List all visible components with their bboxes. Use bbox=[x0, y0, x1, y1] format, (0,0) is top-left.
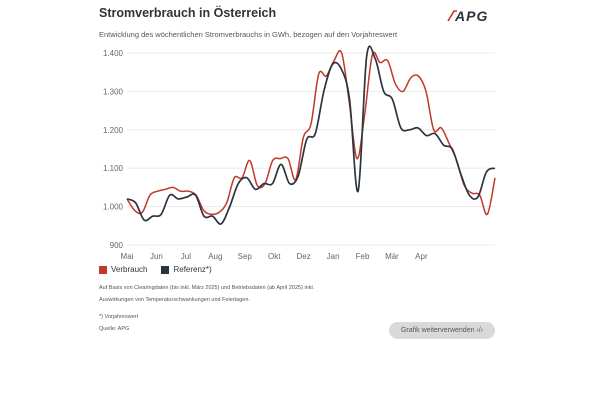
share-graphic-button[interactable]: Grafik weiterverwenden ‹/› bbox=[389, 322, 495, 339]
legend-swatch-verbrauch bbox=[99, 265, 107, 274]
x-axis-ticks: Mai Jun Jul Aug Sep Okt Dez Jan Feb Mär Apr bbox=[121, 252, 428, 261]
legend-label-verbrauch: Verbrauch bbox=[111, 265, 148, 274]
x-tick-label: Mär bbox=[385, 252, 399, 261]
x-tick-label: Jan bbox=[327, 252, 340, 261]
x-tick-label: Jun bbox=[150, 252, 163, 261]
x-tick-label: Mai bbox=[121, 252, 134, 261]
legend: Verbrauch Referenz*) bbox=[99, 265, 212, 274]
footnote-source: Quelle: APG bbox=[99, 326, 130, 332]
x-tick-label: Okt bbox=[268, 252, 281, 261]
legend-label-referenz: Referenz*) bbox=[173, 265, 212, 274]
logo-text: APG bbox=[454, 8, 488, 24]
logo-swoosh bbox=[447, 10, 457, 22]
y-axis-ticks: 900 1.000 1.100 1.200 1.300 1.400 bbox=[103, 49, 124, 250]
y-tick-label: 900 bbox=[110, 241, 124, 250]
series-layer bbox=[126, 45, 496, 225]
y-tick-label: 1.400 bbox=[103, 49, 124, 58]
line-chart: 900 1.000 1.100 1.200 1.300 1.400 Mai Jun Jul Au… bbox=[103, 45, 496, 261]
footnote-effects: Auswirkungen von Temperaturschwankungen … bbox=[99, 297, 250, 303]
x-tick-label: Sep bbox=[238, 252, 253, 261]
legend-swatch-referenz bbox=[161, 265, 170, 274]
y-tick-label: 1.300 bbox=[103, 87, 124, 96]
x-tick-label: Dez bbox=[297, 252, 311, 261]
y-tick-label: 1.200 bbox=[103, 126, 124, 135]
series-line-referenz[interactable] bbox=[126, 45, 496, 225]
series-line-verbrauch[interactable] bbox=[126, 49, 496, 216]
legend-item-referenz[interactable]: Referenz*) bbox=[161, 265, 212, 274]
grid-layer bbox=[127, 52, 495, 246]
y-tick-label: 1.000 bbox=[103, 203, 124, 212]
footnote-data-basis: Auf Basis von Clearingdaten (bis inkl. M… bbox=[99, 285, 315, 291]
chart-subtitle: Entwicklung des wöchentlichen Stromverbr… bbox=[99, 30, 398, 39]
apg-logo: APG bbox=[447, 8, 488, 24]
x-tick-label: Aug bbox=[208, 252, 222, 261]
footnote-reference: *) Vorjahreswert bbox=[99, 314, 139, 320]
y-tick-label: 1.100 bbox=[103, 164, 124, 173]
x-tick-label: Feb bbox=[356, 252, 370, 261]
legend-item-verbrauch[interactable]: Verbrauch bbox=[99, 265, 147, 274]
x-tick-label: Jul bbox=[181, 252, 191, 261]
x-tick-label: Apr bbox=[415, 252, 428, 261]
chart-title: Stromverbrauch in Österreich bbox=[99, 6, 277, 20]
